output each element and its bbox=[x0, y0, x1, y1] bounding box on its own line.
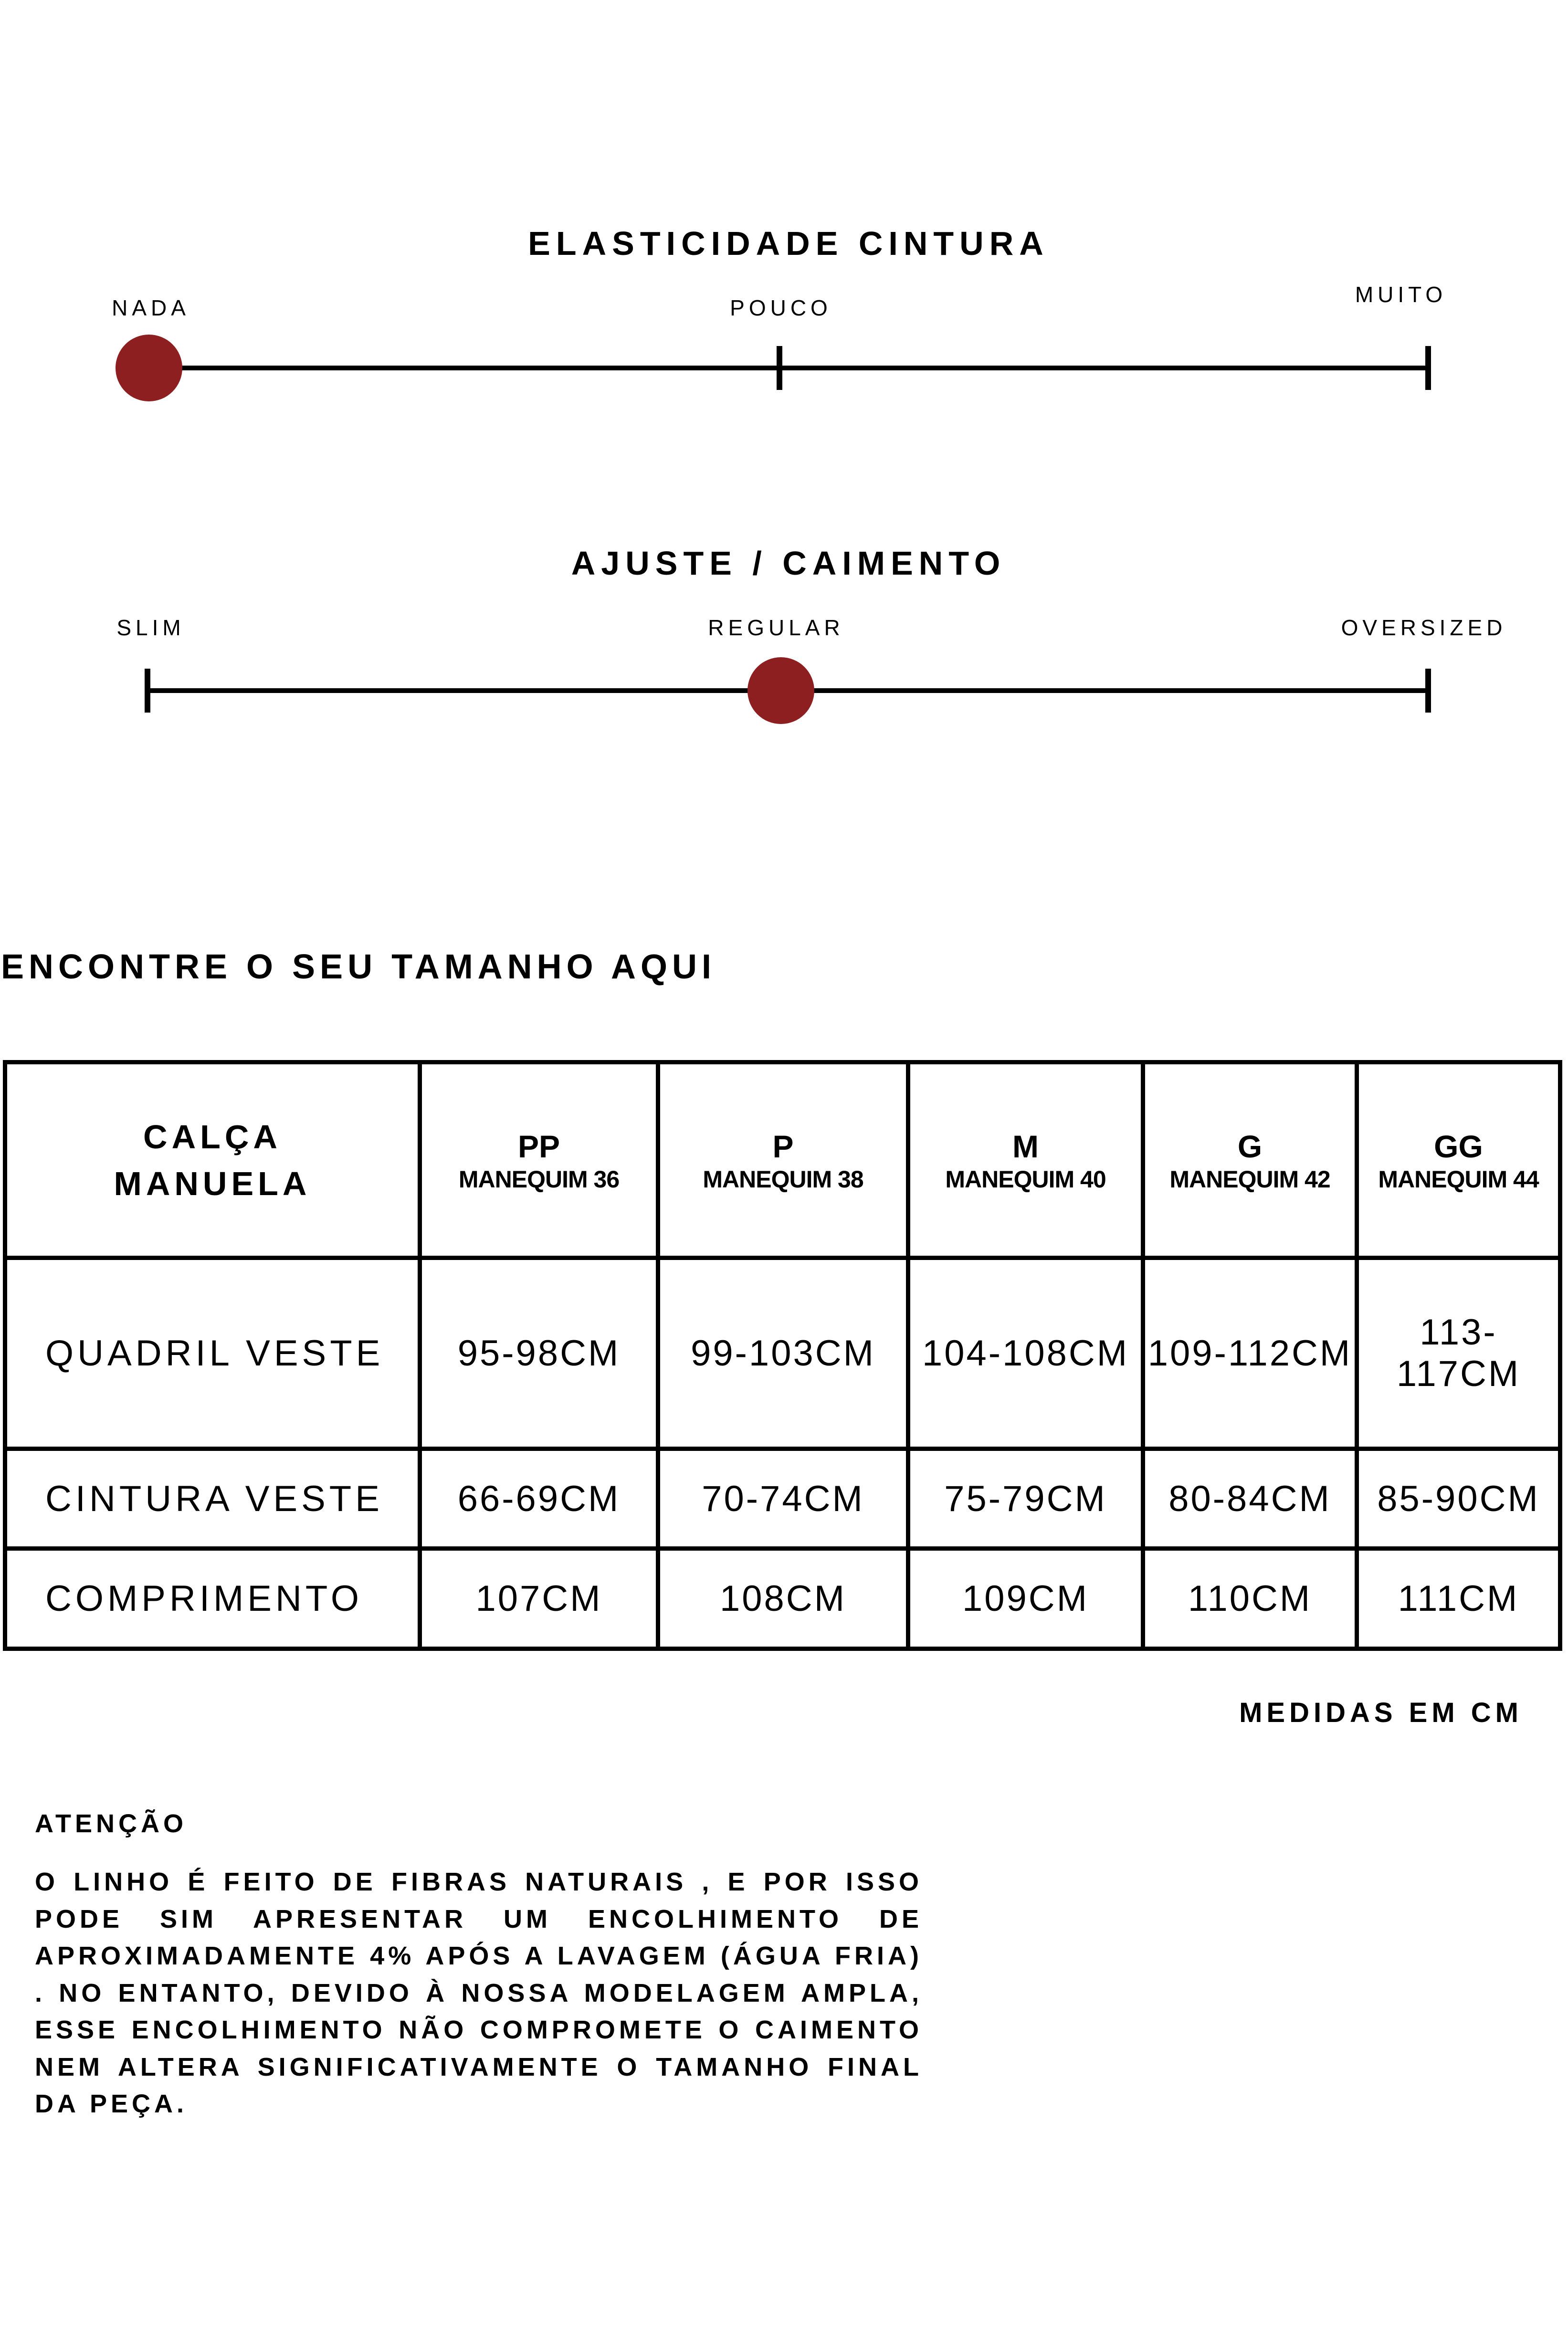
table-header-row: CALÇA MANUELA PP MANEQUIM 36 P MANEQUIM 38 … bbox=[3, 1060, 1562, 1260]
size-section-title: ENCONTRE O SEU TAMANHO AQUI bbox=[1, 948, 716, 986]
row-label: COMPRIMENTO bbox=[3, 1546, 422, 1651]
size-header: M MANEQUIM 40 bbox=[906, 1060, 1145, 1260]
elasticity-title: ELASTICIDADE CINTURA bbox=[528, 225, 1049, 262]
scale-label-muito: MUITO bbox=[1355, 282, 1447, 307]
size-header: P MANEQUIM 38 bbox=[656, 1060, 910, 1260]
table-cell: 85-90CM bbox=[1355, 1446, 1562, 1551]
corner-line: CALÇA bbox=[143, 1118, 282, 1155]
size-code: M bbox=[1012, 1128, 1039, 1164]
mannequin-label: MANEQUIM 36 bbox=[458, 1166, 620, 1193]
scale-tick bbox=[777, 346, 782, 390]
table-cell: 70-74CM bbox=[656, 1446, 910, 1551]
mannequin-label: MANEQUIM 42 bbox=[1169, 1166, 1330, 1193]
size-code: G bbox=[1237, 1128, 1263, 1164]
table-row: COMPRIMENTO 107CM 108CM 109CM 110CM 111C… bbox=[3, 1546, 1562, 1651]
elasticity-marker bbox=[116, 335, 182, 401]
scale-tick bbox=[1425, 669, 1431, 713]
table-cell: 109-112CM bbox=[1141, 1256, 1359, 1451]
notice-title: ATENÇÃO bbox=[35, 1809, 187, 1838]
size-code: GG bbox=[1434, 1128, 1483, 1164]
scale-label-slim: SLIM bbox=[116, 615, 185, 640]
mannequin-label: MANEQUIM 38 bbox=[703, 1166, 863, 1193]
table-cell: 66-69CM bbox=[418, 1446, 660, 1551]
table-corner: CALÇA MANUELA bbox=[3, 1060, 422, 1260]
scale-label-nada: NADA bbox=[112, 295, 190, 320]
units-note: MEDIDAS EM CM bbox=[1239, 1697, 1523, 1728]
size-header: GG MANEQUIM 44 bbox=[1355, 1060, 1562, 1260]
size-table: CALÇA MANUELA PP MANEQUIM 36 P MANEQUIM 38 … bbox=[3, 1060, 1562, 1651]
scale-tick bbox=[1425, 346, 1431, 390]
size-code: PP bbox=[517, 1128, 560, 1164]
scale-tick bbox=[145, 669, 150, 713]
table-cell: 113-117CM bbox=[1355, 1256, 1562, 1451]
table-cell: 80-84CM bbox=[1141, 1446, 1359, 1551]
table-cell: 95-98CM bbox=[418, 1256, 660, 1451]
corner-line: MANUELA bbox=[114, 1165, 311, 1202]
row-label: CINTURA VESTE bbox=[3, 1446, 422, 1551]
mannequin-label: MANEQUIM 40 bbox=[945, 1166, 1106, 1193]
table-cell: 108CM bbox=[656, 1546, 910, 1651]
table-cell: 111CM bbox=[1355, 1546, 1562, 1651]
scale-label-oversized: OVERSIZED bbox=[1341, 615, 1507, 640]
scale-label-pouco: POUCO bbox=[730, 295, 832, 320]
table-cell: 110CM bbox=[1141, 1546, 1359, 1651]
table-cell: 107CM bbox=[418, 1546, 660, 1651]
notice-text: O LINHO É FEITO DE FIBRAS NATURAIS , E P… bbox=[35, 1868, 923, 2118]
mannequin-label: MANEQUIM 44 bbox=[1378, 1166, 1539, 1193]
fit-marker bbox=[747, 657, 814, 724]
table-row: QUADRIL VESTE 95-98CM 99-103CM 104-108CM… bbox=[3, 1256, 1562, 1451]
scale-label-regular: REGULAR bbox=[708, 615, 844, 640]
size-header: G MANEQUIM 42 bbox=[1141, 1060, 1359, 1260]
row-label: QUADRIL VESTE bbox=[3, 1256, 422, 1451]
table-row: CINTURA VESTE 66-69CM 70-74CM 75-79CM 80… bbox=[3, 1446, 1562, 1551]
elasticity-scale-line bbox=[148, 366, 1430, 370]
table-cell: 109CM bbox=[906, 1546, 1145, 1651]
table-cell: 99-103CM bbox=[656, 1256, 910, 1451]
size-code: P bbox=[772, 1128, 794, 1164]
table-cell: 75-79CM bbox=[906, 1446, 1145, 1551]
table-cell: 104-108CM bbox=[906, 1256, 1145, 1451]
fit-title: AJUSTE / CAIMENTO bbox=[571, 545, 1006, 582]
size-header: PP MANEQUIM 36 bbox=[418, 1060, 660, 1260]
